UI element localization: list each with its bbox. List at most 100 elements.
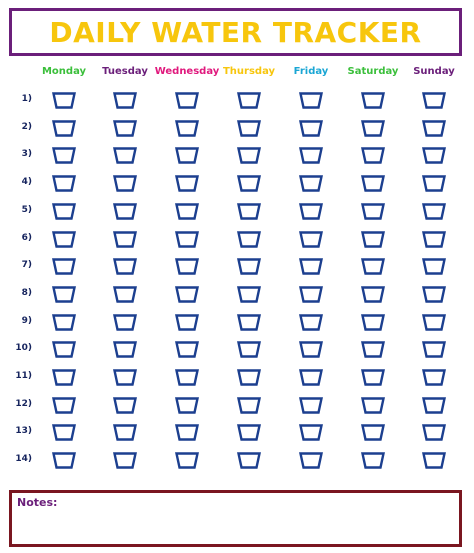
cup-icon[interactable] [361,258,385,275]
cup-icon[interactable] [175,424,199,442]
cup-icon[interactable] [113,147,137,165]
cup-icon[interactable] [175,396,199,414]
cup-icon[interactable] [175,452,199,469]
cup-icon[interactable] [237,424,261,442]
cup-icon[interactable] [175,230,199,248]
cup-icon[interactable] [299,92,323,109]
cup-icon[interactable] [237,341,261,358]
cup-icon[interactable] [52,147,76,165]
cup-icon[interactable] [175,92,199,109]
cup-icon[interactable] [361,92,385,109]
cup-icon[interactable] [52,203,76,220]
cup-icon[interactable] [299,203,323,220]
cup-icon[interactable] [52,119,76,137]
day-label-tuesday: Tuesday [102,66,148,77]
cup-icon[interactable] [299,369,323,386]
cup-icon[interactable] [422,258,446,275]
cup-icon[interactable] [361,369,385,386]
cup-icon[interactable] [175,119,199,137]
cup-icon[interactable] [422,396,446,414]
cup-icon[interactable] [237,147,261,165]
cup-icon[interactable] [52,230,76,248]
cup-icon[interactable] [52,175,76,192]
cup-icon[interactable] [422,175,446,192]
cup-icon[interactable] [299,341,323,358]
cup-icon[interactable] [113,203,137,220]
cup-icon[interactable] [422,230,446,248]
cup-icon[interactable] [52,313,76,331]
cup-icon[interactable] [361,286,385,303]
cup-icon[interactable] [299,396,323,414]
cup-icon[interactable] [299,147,323,165]
cup-icon[interactable] [361,147,385,165]
cup-icon[interactable] [299,313,323,331]
cup-icon[interactable] [299,119,323,137]
cup-icon[interactable] [422,313,446,331]
cup-icon[interactable] [237,452,261,469]
cup-icon[interactable] [237,92,261,109]
cup-icon[interactable] [175,203,199,220]
cup-icon[interactable] [52,369,76,386]
cup-icon[interactable] [52,258,76,275]
cup-icon[interactable] [113,119,137,137]
cup-icon[interactable] [361,203,385,220]
cup-icon[interactable] [361,396,385,414]
cup-icon[interactable] [422,341,446,358]
cup-icon[interactable] [299,175,323,192]
cup-icon[interactable] [113,92,137,109]
cup-icon[interactable] [422,452,446,469]
cup-icon[interactable] [299,258,323,275]
cup-icon[interactable] [113,452,137,469]
cup-icon[interactable] [52,452,76,469]
cup-icon[interactable] [113,396,137,414]
notes-box[interactable]: Notes: [9,490,462,547]
cup-icon[interactable] [237,313,261,331]
cup-icon[interactable] [237,119,261,137]
cup-icon[interactable] [361,119,385,137]
cup-icon[interactable] [175,341,199,358]
cup-icon[interactable] [237,203,261,220]
cup-icon[interactable] [237,369,261,386]
cup-icon[interactable] [299,452,323,469]
cup-icon[interactable] [175,258,199,275]
cup-icon[interactable] [52,92,76,109]
cup-icon[interactable] [113,258,137,275]
cup-icon[interactable] [175,369,199,386]
cup-icon[interactable] [237,286,261,303]
cup-icon[interactable] [299,286,323,303]
cup-icon[interactable] [237,396,261,414]
cup-icon[interactable] [361,452,385,469]
cup-icon[interactable] [361,341,385,358]
cup-icon[interactable] [52,424,76,442]
cup-icon[interactable] [361,230,385,248]
cup-icon[interactable] [237,175,261,192]
cup-icon[interactable] [361,313,385,331]
cup-icon[interactable] [422,286,446,303]
cup-icon[interactable] [422,203,446,220]
cup-icon[interactable] [175,313,199,331]
cup-icon[interactable] [422,369,446,386]
cup-icon[interactable] [113,313,137,331]
cup-icon[interactable] [113,424,137,442]
cup-icon[interactable] [361,175,385,192]
cup-icon[interactable] [52,396,76,414]
cup-icon[interactable] [237,258,261,275]
cup-icon[interactable] [113,286,137,303]
cup-icon[interactable] [237,230,261,248]
cup-icon[interactable] [299,230,323,248]
cup-icon[interactable] [113,175,137,192]
cup-icon[interactable] [113,369,137,386]
cup-icon[interactable] [175,147,199,165]
cup-icon[interactable] [113,341,137,358]
cup-icon[interactable] [113,230,137,248]
cup-icon[interactable] [361,424,385,442]
cup-icon[interactable] [175,286,199,303]
cup-icon[interactable] [422,147,446,165]
cup-icon[interactable] [52,286,76,303]
cup-icon[interactable] [422,424,446,442]
cup-icon[interactable] [299,424,323,442]
cup-icon[interactable] [175,175,199,192]
cup-icon[interactable] [422,119,446,137]
cup-icon[interactable] [52,341,76,358]
cup-icon[interactable] [422,92,446,109]
